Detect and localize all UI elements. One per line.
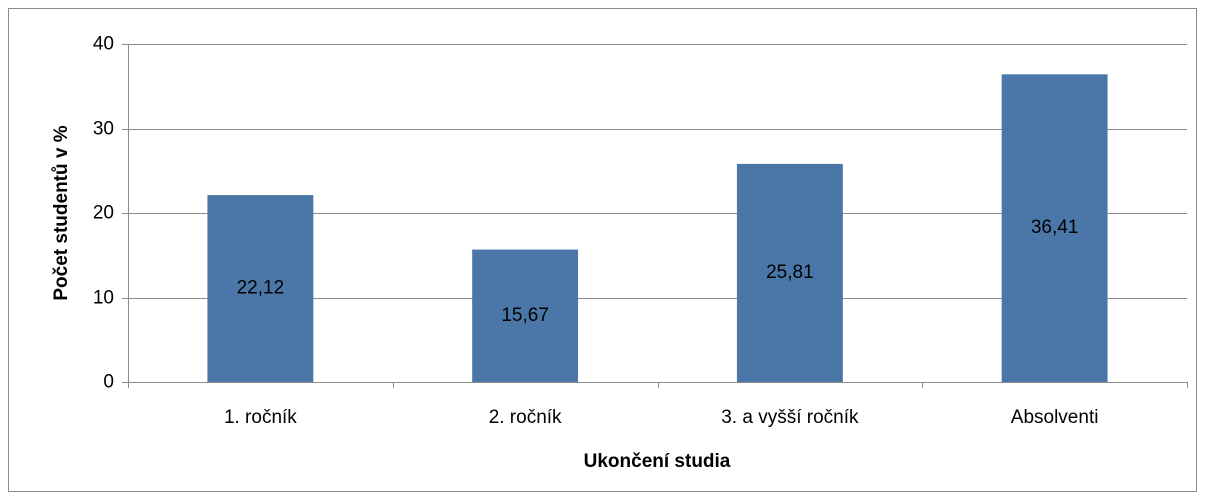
bar	[736, 163, 843, 382]
x-tick-label: 3. a vyšší ročník	[721, 407, 859, 428]
bar	[207, 195, 314, 382]
chart-border	[8, 8, 1197, 492]
y-tick-label: 30	[93, 119, 114, 140]
x-tick-label: Absolventi	[1011, 407, 1099, 428]
data-label: 25,81	[766, 262, 814, 283]
x-tick-label: 2. ročník	[489, 407, 562, 428]
bar	[1001, 74, 1108, 382]
bar	[472, 249, 579, 382]
data-label: 22,12	[237, 278, 285, 299]
y-tick-label: 40	[93, 34, 114, 55]
y-tick-label: 20	[93, 203, 114, 224]
y-tick-label: 0	[103, 372, 114, 393]
data-label: 36,41	[1031, 217, 1079, 238]
y-tick-label: 10	[93, 288, 114, 309]
x-axis-title: Ukončení studia	[584, 451, 731, 472]
y-axis-title: Počet studentů v %	[51, 125, 72, 300]
data-label: 15,67	[501, 305, 549, 326]
x-tick-label: 1. ročník	[224, 407, 297, 428]
